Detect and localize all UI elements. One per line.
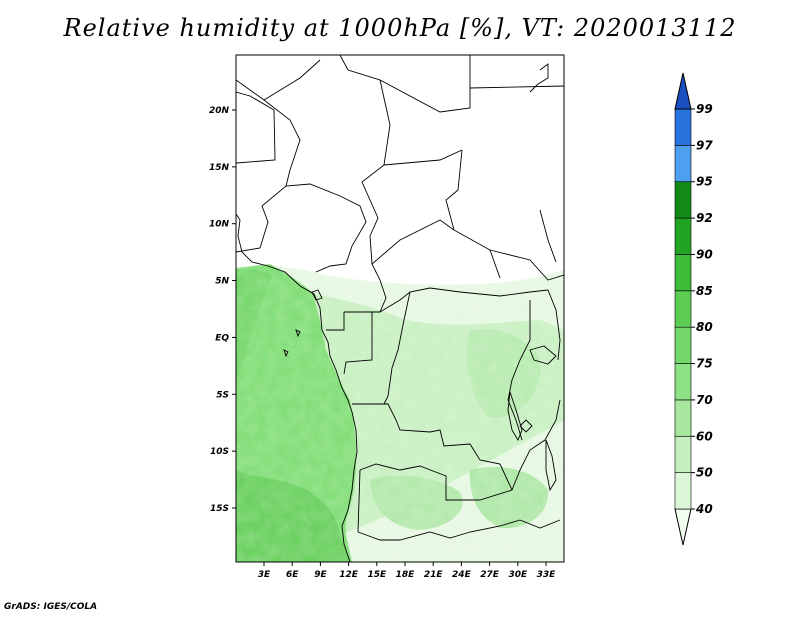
colorbar: 40 50 60 70 75 80 85 90 92 95 97 99 <box>674 72 713 546</box>
lat-tick-label: 15N <box>209 163 230 173</box>
lon-tick-label: 15E <box>367 570 387 580</box>
lat-tick-label: 10S <box>210 447 229 457</box>
map-frame <box>235 54 565 563</box>
lon-tick-label: 30E <box>508 570 528 580</box>
colorbar-label: 97 <box>696 138 713 152</box>
colorbar-bin <box>674 72 692 110</box>
lat-tick-label: 10N <box>209 220 230 230</box>
coastline <box>236 213 358 562</box>
lon-tick-label: 33E <box>537 570 557 580</box>
lon-tick-label: 24E <box>452 570 472 580</box>
lon-tick-label: 6E <box>286 570 299 580</box>
lon-tick-label: 12E <box>339 570 359 580</box>
colorbar-bin <box>674 145 692 183</box>
colorbar-label: 70 <box>696 393 713 407</box>
grads-credit: GrADS: IGES/COLA <box>4 602 98 612</box>
map-boundaries <box>236 55 564 562</box>
lon-tick-label: 27E <box>480 570 500 580</box>
colorbar-label: 99 <box>696 102 713 116</box>
longitude-axis: 3E 6E 9E 12E 15E 18E 21E 24E 27E 30E 33E <box>258 562 556 580</box>
lon-tick-label: 9E <box>314 570 327 580</box>
colorbar-bin <box>674 508 692 546</box>
colorbar-bin <box>674 472 692 510</box>
colorbar-label: 85 <box>696 284 713 298</box>
colorbar-bin <box>674 254 692 292</box>
map-title: Relative humidity at 1000hPa [%], VT: 20… <box>63 14 737 42</box>
colorbar-label: 75 <box>696 357 713 371</box>
lon-tick-label: 18E <box>396 570 416 580</box>
colorbar-label: 80 <box>696 320 713 334</box>
colorbar-bin <box>674 290 692 328</box>
colorbar-label: 40 <box>695 502 713 516</box>
colorbar-label: 92 <box>696 211 713 225</box>
colorbar-bin <box>674 108 692 146</box>
colorbar-label: 90 <box>696 247 713 261</box>
colorbar-bin <box>674 363 692 401</box>
humidity-field <box>236 55 564 562</box>
colorbar-label: 60 <box>696 429 713 443</box>
colorbar-bin <box>674 326 692 364</box>
lat-tick-label: EQ <box>215 333 229 343</box>
lat-tick-label: 15S <box>210 504 229 514</box>
lon-tick-label: 3E <box>258 570 271 580</box>
colorbar-label: 95 <box>696 175 713 189</box>
colorbar-bin <box>674 399 692 437</box>
lat-tick-label: 5N <box>215 277 229 287</box>
colorbar-bin <box>674 435 692 473</box>
lat-tick-label: 5S <box>216 390 229 400</box>
lon-tick-label: 21E <box>424 570 444 580</box>
colorbar-label: 50 <box>696 466 713 480</box>
colorbar-bin <box>674 217 692 255</box>
colorbar-bin <box>674 181 692 219</box>
latitude-axis: 20N 15N 10N 5N EQ 5S 10S 15S <box>209 106 236 514</box>
map-figure: 20N 15N 10N 5N EQ 5S 10S 15S 3E 6E 9E 12E 15E 18E 21E… <box>209 54 713 580</box>
lat-tick-label: 20N <box>209 106 230 116</box>
